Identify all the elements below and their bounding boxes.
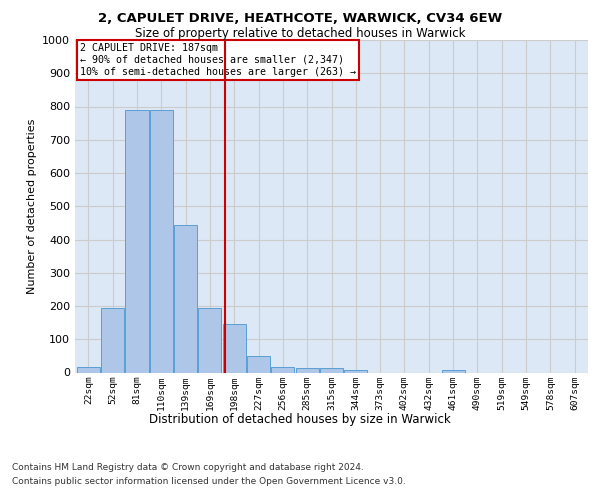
Bar — [199, 308, 221, 372]
Text: Contains HM Land Registry data © Crown copyright and database right 2024.: Contains HM Land Registry data © Crown c… — [12, 462, 364, 471]
Bar — [101, 308, 124, 372]
Bar — [271, 366, 295, 372]
Text: Contains public sector information licensed under the Open Government Licence v3: Contains public sector information licen… — [12, 478, 406, 486]
Bar — [150, 110, 173, 372]
Bar — [174, 224, 197, 372]
Bar — [320, 368, 343, 372]
Text: Distribution of detached houses by size in Warwick: Distribution of detached houses by size … — [149, 412, 451, 426]
Bar — [77, 366, 100, 372]
Bar — [247, 356, 270, 372]
Bar — [296, 368, 319, 372]
Text: 2, CAPULET DRIVE, HEATHCOTE, WARWICK, CV34 6EW: 2, CAPULET DRIVE, HEATHCOTE, WARWICK, CV… — [98, 12, 502, 26]
Text: 2 CAPULET DRIVE: 187sqm
← 90% of detached houses are smaller (2,347)
10% of semi: 2 CAPULET DRIVE: 187sqm ← 90% of detache… — [80, 44, 356, 76]
Bar — [442, 370, 464, 372]
Bar — [125, 110, 149, 372]
Text: Size of property relative to detached houses in Warwick: Size of property relative to detached ho… — [135, 28, 465, 40]
Bar — [344, 370, 367, 372]
Bar — [223, 324, 246, 372]
Y-axis label: Number of detached properties: Number of detached properties — [26, 118, 37, 294]
